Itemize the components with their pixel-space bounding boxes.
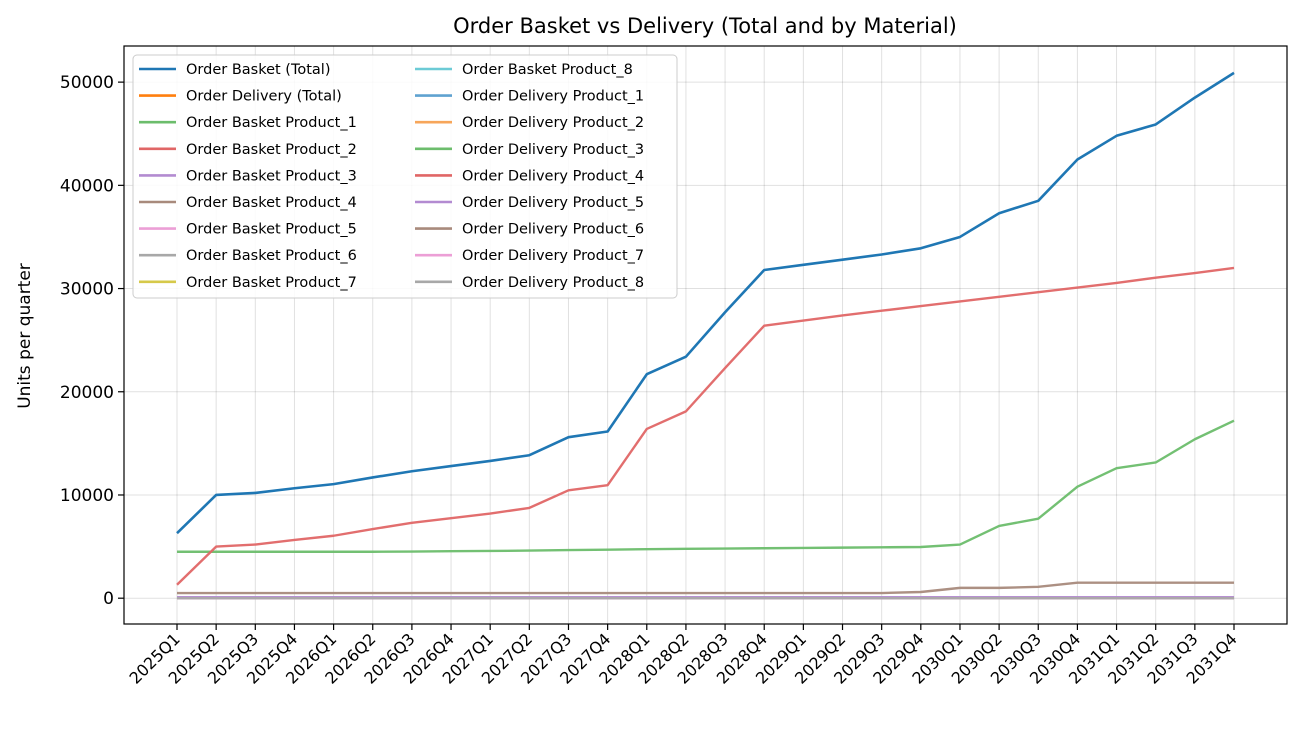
legend: Order Basket (Total) Order Delivery (Tota… <box>132 54 678 299</box>
y-tick-label: 40000 <box>60 176 114 196</box>
y-tick-label: 0 <box>103 589 114 609</box>
legend-label: Order Delivery Product_8 <box>462 275 644 291</box>
legend-label: Order Basket Product_4 <box>186 195 357 211</box>
legend-label: Order Basket Product_1 <box>186 115 357 131</box>
plot-area-frame <box>123 45 1288 625</box>
legend-label: Order Delivery (Total) <box>186 89 342 105</box>
legend-label: Order Basket Product_3 <box>186 168 357 184</box>
legend-label: Order Delivery Product_2 <box>462 115 644 131</box>
y-axis-label: Units per quarter <box>15 263 35 409</box>
legend-label: Order Delivery Product_1 <box>462 89 644 105</box>
series-line-order-basket-product-1 <box>177 419 1235 553</box>
legend-label: Order Basket Product_5 <box>186 222 357 238</box>
y-tick-label: 50000 <box>60 73 114 93</box>
legend-label: Order Basket Product_2 <box>186 142 357 158</box>
series-line-order-basket-product-2 <box>176 266 1235 586</box>
legend-box <box>132 54 678 299</box>
legend-label: Order Basket Product_6 <box>186 248 357 264</box>
chart-title: Order Basket vs Delivery (Total and by M… <box>453 14 957 38</box>
legend-label: Order Delivery Product_3 <box>462 142 644 158</box>
series-line-order-basket-product-4 <box>177 581 1234 595</box>
series-lines <box>176 71 1235 600</box>
legend-label: Order Delivery Product_6 <box>462 222 644 238</box>
legend-label: Order Basket Product_8 <box>462 62 633 78</box>
series-line-order-basket-total- <box>176 71 1235 535</box>
legend-label: Order Basket Product_7 <box>186 275 357 291</box>
legend-label: Order Basket (Total) <box>186 62 330 78</box>
y-axis: 0 10000 20000 30000 40000 50000 <box>60 73 124 609</box>
legend-label: Order Delivery Product_5 <box>462 195 644 211</box>
y-tick-label: 10000 <box>60 486 114 506</box>
legend-label: Order Delivery Product_4 <box>462 168 644 184</box>
y-tick-label: 20000 <box>60 383 114 403</box>
legend-label: Order Delivery Product_7 <box>462 248 644 264</box>
y-tick-label: 30000 <box>60 280 114 300</box>
